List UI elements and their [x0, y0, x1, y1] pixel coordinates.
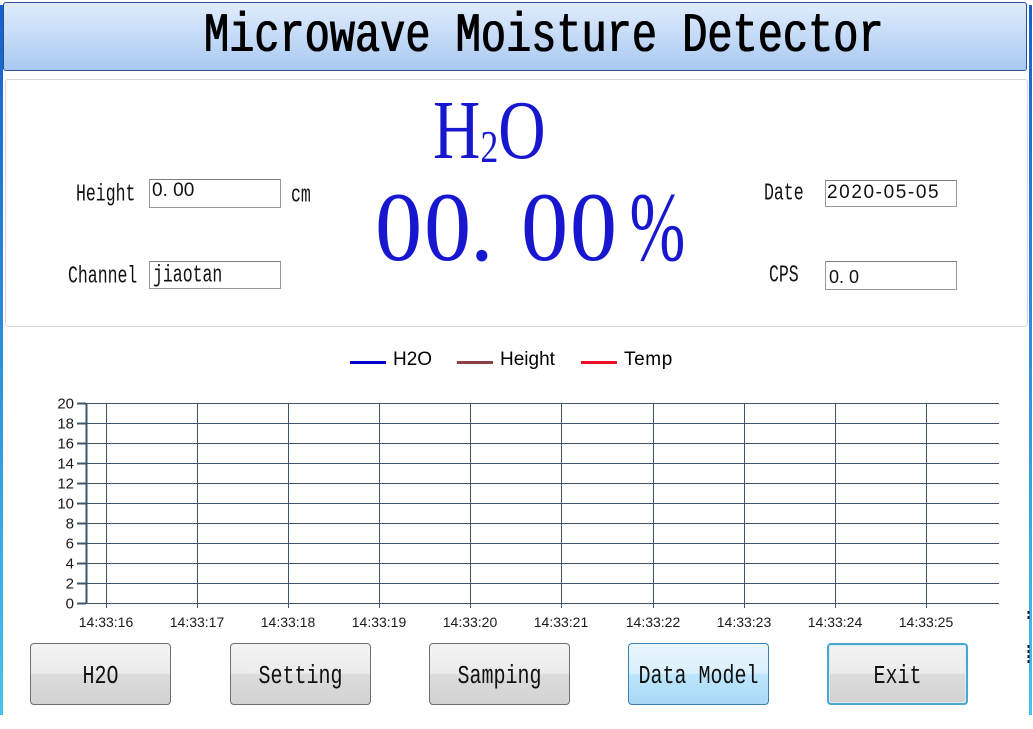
svg-text:14:33:24: 14:33:24: [808, 614, 863, 630]
svg-text:14:33:16: 14:33:16: [79, 614, 134, 630]
svg-text:16: 16: [57, 436, 74, 453]
svg-text:14:33:25: 14:33:25: [899, 614, 954, 630]
svg-text:4: 4: [66, 556, 74, 573]
svg-text:18: 18: [57, 416, 74, 433]
svg-text:14:33:21: 14:33:21: [534, 614, 589, 630]
svg-text:8: 8: [66, 516, 74, 533]
svg-text:14:33:18: 14:33:18: [261, 614, 316, 630]
svg-text:14:33:17: 14:33:17: [170, 614, 225, 630]
svg-text:14:33:23: 14:33:23: [717, 614, 772, 630]
svg-text:12: 12: [57, 476, 74, 493]
svg-text:2: 2: [66, 576, 74, 593]
svg-text:0: 0: [66, 596, 74, 613]
svg-text:14:33:20: 14:33:20: [443, 614, 498, 630]
svg-text:20: 20: [57, 396, 74, 413]
svg-text:14:33:19: 14:33:19: [352, 614, 407, 630]
svg-text:6: 6: [66, 536, 74, 553]
svg-text:10: 10: [57, 496, 74, 513]
svg-text:14: 14: [57, 456, 74, 473]
svg-text:14:33:22: 14:33:22: [626, 614, 681, 630]
